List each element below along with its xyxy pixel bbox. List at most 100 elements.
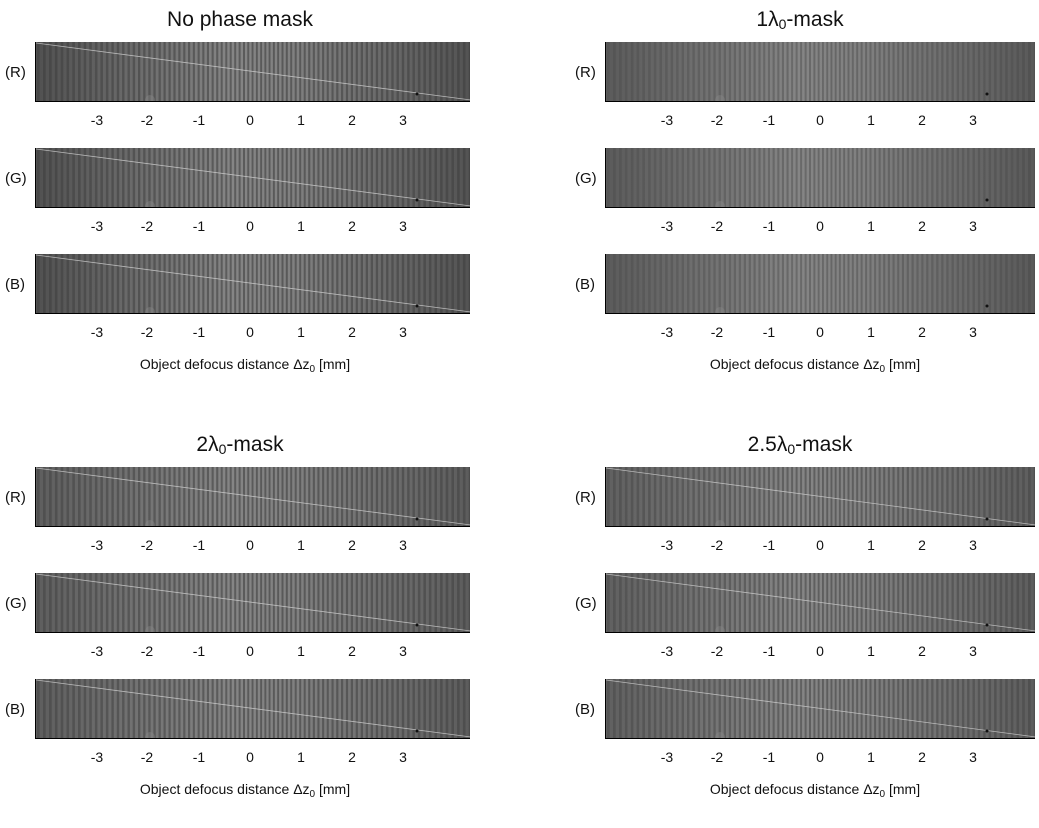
x-tick-label: 1 [867, 643, 875, 659]
x-tick-label: 3 [969, 749, 977, 765]
panel-3: 2λ0-mask (R) -3 -2 -1 0 1 2 3 (G) -3 -2 -1 0 1 2 3 (B) -3-… [0, 425, 520, 828]
x-tick-label: 0 [816, 537, 824, 553]
x-axis-label-unit: [mm] [885, 781, 921, 797]
fringe-strip [605, 148, 1035, 208]
fringe-strip [35, 573, 470, 633]
fringe-image [606, 42, 1035, 101]
fringe-strip [35, 467, 470, 527]
fringe-image [36, 254, 470, 313]
x-tick-label: -3 [90, 218, 104, 234]
x-tick-label: 2 [918, 218, 926, 234]
x-tick-label: -1 [192, 537, 206, 553]
panel-title-text: 2.5λ [747, 433, 788, 456]
fringe-image [606, 679, 1035, 738]
x-tick-label: -3 [90, 537, 104, 553]
x-tick-label: 2 [348, 537, 356, 553]
x-tick-label: 0 [816, 643, 824, 659]
fringe-strip [605, 467, 1035, 527]
fringe-image [36, 148, 470, 207]
channel-label: (G) [575, 170, 597, 187]
x-axis-label-text: Object defocus distance Δz [709, 781, 880, 797]
x-tick-label: -3 [660, 218, 674, 234]
x-tick-label: 2 [348, 749, 356, 765]
panel-title-subscript: 0 [218, 441, 227, 457]
fringe-image [606, 467, 1035, 526]
fringe-image [36, 42, 470, 101]
fringe-strip [35, 148, 470, 208]
fringe-image [606, 148, 1035, 207]
x-tick-label: 1 [867, 749, 875, 765]
panel-title-subscript: 0 [778, 16, 787, 32]
x-tick-label: -3 [660, 112, 674, 128]
x-tick-label: 1 [297, 749, 305, 765]
x-tick-label: -1 [762, 324, 776, 340]
channel-label: (B) [575, 276, 595, 293]
x-tick-label: 3 [969, 112, 977, 128]
x-tick-label: 3 [969, 218, 977, 234]
x-tick-label: -3 [90, 643, 104, 659]
x-axis-label-subscript: 0 [309, 364, 316, 375]
panel-title-text: No phase mask [167, 8, 313, 31]
x-tick-label: 2 [918, 749, 926, 765]
channel-label: (G) [5, 595, 27, 612]
fringe-image [36, 679, 470, 738]
x-tick-label: 3 [399, 537, 407, 553]
panel-title-text: 1λ [756, 8, 779, 31]
x-tick-label: 2 [348, 324, 356, 340]
x-tick-label: 2 [348, 112, 356, 128]
x-tick-label: -1 [192, 324, 206, 340]
x-axis-label-unit: [mm] [315, 781, 351, 797]
x-tick-label: -2 [710, 749, 724, 765]
x-tick-label: 0 [246, 218, 254, 234]
fringe-strip [35, 42, 470, 102]
x-tick-label: -2 [140, 112, 154, 128]
x-tick-label: 2 [348, 643, 356, 659]
x-tick-label: 1 [867, 218, 875, 234]
x-tick-label: -1 [762, 112, 776, 128]
x-tick-label: 0 [816, 112, 824, 128]
x-tick-label: 0 [816, 218, 824, 234]
fringe-image [36, 573, 470, 632]
panel-title-text: 2λ [196, 433, 219, 456]
x-tick-label: 2 [348, 218, 356, 234]
panel-title-suffix: -mask [786, 8, 844, 31]
fringe-strip [605, 42, 1035, 102]
x-tick-label: -3 [660, 324, 674, 340]
x-tick-label: -2 [710, 324, 724, 340]
x-axis-label: Object defocus distance Δz0 [mm] [710, 356, 920, 375]
x-tick-label: 0 [246, 749, 254, 765]
fringe-image [606, 573, 1035, 632]
x-tick-label: -3 [90, 112, 104, 128]
x-tick-label: 3 [399, 218, 407, 234]
x-tick-label: -3 [660, 749, 674, 765]
x-tick-label: -3 [660, 537, 674, 553]
channel-label: (B) [575, 701, 595, 718]
panel-title-subscript: 0 [787, 441, 796, 457]
channel-label: (R) [575, 489, 596, 506]
x-axis-label-subscript: 0 [879, 789, 886, 800]
x-axis-label: Object defocus distance Δz0 [mm] [140, 356, 350, 375]
fringe-strip [35, 254, 470, 314]
x-tick-label: 2 [918, 643, 926, 659]
panel-4: 2.5λ0-mask (R) -3 -2 -1 0 1 2 3 (G) -3 -2 -1 0 1 2 3 (B) -… [520, 425, 1039, 828]
panel-1: No phase mask (R) -3 -2 -1 0 1 2 3 (G) -3 -2 -1 0 1 2 3 (… [0, 0, 520, 403]
x-axis-label-subscript: 0 [879, 364, 886, 375]
x-tick-label: 0 [816, 749, 824, 765]
x-axis-label-text: Object defocus distance Δz [709, 356, 880, 372]
channel-label: (B) [5, 276, 25, 293]
x-tick-label: -2 [710, 537, 724, 553]
x-tick-label: -2 [710, 218, 724, 234]
panel-title: 1λ0-mask [560, 8, 1039, 32]
fringe-image [36, 467, 470, 526]
x-axis-label-text: Object defocus distance Δz [139, 356, 310, 372]
x-tick-label: -2 [140, 218, 154, 234]
x-axis-label-unit: [mm] [315, 356, 351, 372]
channel-label: (G) [5, 170, 27, 187]
x-tick-label: -2 [140, 749, 154, 765]
x-tick-label: -1 [762, 643, 776, 659]
channel-label: (G) [575, 595, 597, 612]
x-axis-label: Object defocus distance Δz0 [mm] [140, 781, 350, 800]
x-tick-label: -1 [762, 537, 776, 553]
x-tick-label: 0 [246, 643, 254, 659]
x-tick-label: 1 [867, 537, 875, 553]
